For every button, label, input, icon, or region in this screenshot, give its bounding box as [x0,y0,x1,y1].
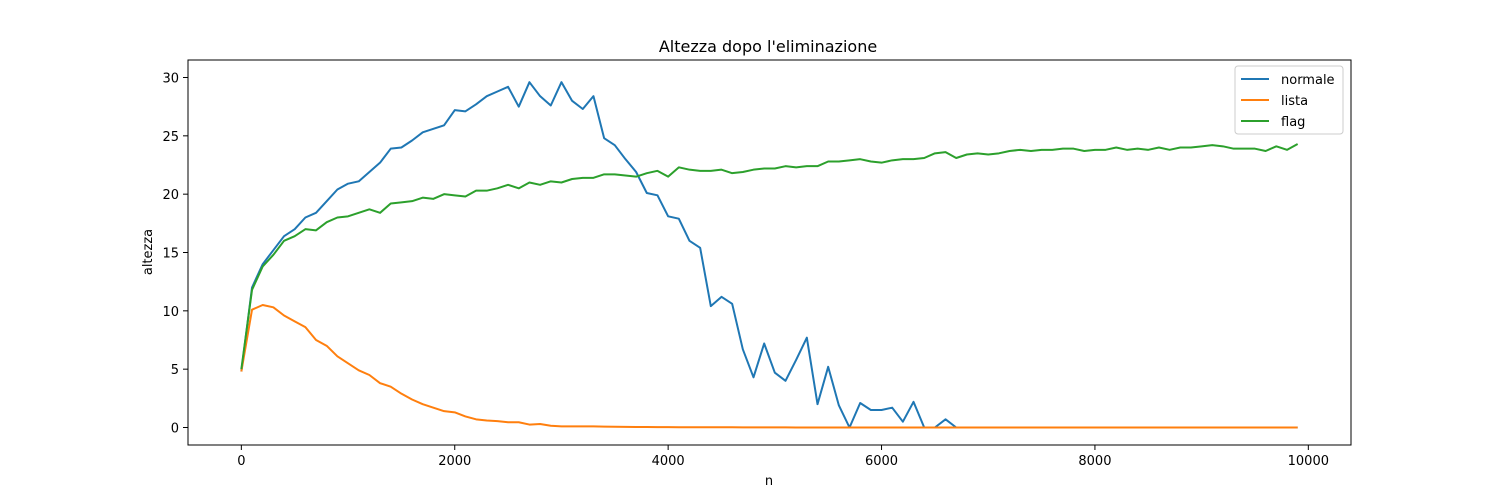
x-axis-label: n [765,474,773,489]
y-tick-label: 10 [162,305,179,320]
y-axis-label: altezza [141,229,156,275]
y-tick-label: 30 [162,72,179,87]
y-tick-label: 15 [162,247,179,262]
legend: normale lista flag [1234,65,1344,135]
legend-label-flag: flag [1281,115,1305,130]
legend-label-lista: lista [1281,94,1308,109]
series-line-lista [240,304,1298,429]
y-tick-label: 25 [162,130,179,145]
x-tick-label: 2000 [438,454,471,469]
chart-title: Altezza dopo l'eliminazione [659,37,877,56]
x-tick-label: 4000 [652,454,685,469]
x-tick-label: 6000 [865,454,898,469]
legend-label-normale: normale [1281,73,1335,88]
x-tick-label: 10000 [1288,454,1329,469]
y-tick-label: 5 [171,363,179,378]
y-tick-label: 0 [171,422,179,437]
plot-area [240,81,1299,429]
x-tick-label: 8000 [1078,454,1111,469]
y-axis: 0 5 10 15 20 25 30 [162,72,188,437]
legend-box [1234,65,1344,135]
x-tick-label: 0 [237,454,245,469]
series-line-flag [240,143,1299,370]
y-tick-label: 20 [162,188,179,203]
x-axis: 0 2000 4000 6000 8000 10000 [237,445,1329,469]
